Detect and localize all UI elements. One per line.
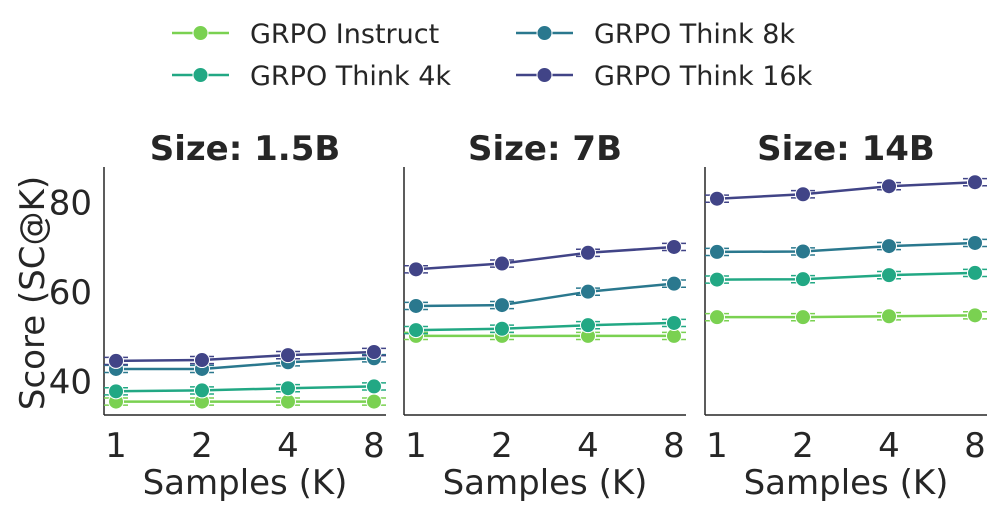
data-point [280, 393, 296, 410]
x-tick-label: 8 [363, 426, 385, 466]
data-point [967, 234, 983, 251]
x-tick-label: 8 [663, 426, 685, 466]
x-tick-label: 1 [105, 426, 127, 466]
panel-title: Size: 7B [468, 129, 622, 169]
x-axis-label: Samples (K) [744, 463, 949, 503]
series [104, 378, 386, 400]
series [705, 307, 987, 326]
panel: Size: 14B 1 2 4 8 Samples (K) [704, 129, 987, 503]
legend-marker [536, 67, 553, 83]
series [104, 350, 386, 377]
series-line [716, 180, 976, 200]
series-line [717, 314, 976, 319]
x-tick-label: 1 [706, 426, 728, 466]
data-point [408, 322, 424, 339]
legend-label: GRPO Think 16k [594, 61, 813, 92]
panels: Size: 1.5B 40 60 80 1 2 4 8 Samples (K) Size: 7B 1… [49, 129, 987, 503]
data-point [666, 238, 682, 255]
data-point [494, 320, 510, 337]
series-line [415, 321, 675, 332]
data-point [194, 382, 210, 399]
data-point [709, 309, 725, 326]
data-point [408, 261, 424, 278]
series [104, 343, 386, 369]
data-point [795, 271, 811, 288]
x-axis-label: Samples (K) [143, 463, 348, 503]
data-point [666, 314, 682, 331]
data-point [366, 343, 382, 360]
x-tick-label: 4 [878, 426, 900, 466]
data-point [366, 393, 382, 410]
data-point [881, 238, 897, 255]
x-tick-label: 8 [964, 426, 986, 466]
legend-label: GRPO Think 8k [594, 19, 795, 50]
legend-entry: GRPO Think 8k [516, 19, 795, 50]
data-point [795, 309, 811, 326]
panel-title: Size: 1.5B [150, 129, 341, 169]
x-tick-label: 1 [405, 426, 427, 466]
x-tick-label: 2 [191, 426, 213, 466]
data-point [408, 297, 424, 314]
series [705, 174, 987, 207]
legend-label: GRPO Think 4k [250, 61, 451, 92]
data-point [967, 264, 983, 281]
data-point [580, 283, 596, 300]
legend-marker [192, 25, 209, 41]
series [705, 234, 987, 260]
data-point [580, 244, 596, 261]
panel-title: Size: 14B [757, 129, 935, 169]
x-tick-label: 4 [577, 426, 599, 466]
data-point [194, 352, 210, 369]
series-line [716, 241, 976, 254]
y-tick-label: 60 [49, 273, 92, 313]
x-tick-label: 4 [277, 426, 299, 466]
series-line [716, 271, 976, 281]
data-point [795, 186, 811, 203]
x-tick-label: 2 [491, 426, 513, 466]
panel: Size: 7B 1 2 4 8 Samples (K) [403, 129, 686, 503]
data-point [280, 347, 296, 364]
data-point [580, 317, 596, 334]
panel: Size: 1.5B 40 60 80 1 2 4 8 Samples (K) [49, 129, 386, 503]
data-point [108, 352, 124, 369]
series [404, 275, 686, 314]
series [705, 264, 987, 288]
x-tick-label: 2 [792, 426, 814, 466]
legend-marker [536, 25, 553, 41]
legend-label: GRPO Instruct [250, 19, 439, 50]
data-point [366, 378, 382, 395]
series [404, 314, 686, 339]
data-point [881, 178, 897, 195]
y-axis-label: Score (SC@K) [13, 176, 53, 410]
series [104, 393, 386, 410]
legend-entry: GRPO Think 4k [172, 61, 451, 92]
data-point [494, 297, 510, 314]
data-point [709, 271, 725, 288]
series-line [116, 357, 375, 371]
data-point [967, 174, 983, 191]
series-line [115, 385, 375, 393]
legend: GRPO Instruct GRPO Think 8k GRPO Think 4k G… [172, 19, 813, 92]
legend-marker [192, 67, 209, 83]
data-point [709, 190, 725, 207]
data-point [967, 307, 983, 324]
legend-entry: GRPO Instruct [172, 19, 439, 50]
series-line [415, 245, 675, 271]
x-axis-label: Samples (K) [443, 463, 648, 503]
data-point [881, 308, 897, 325]
series-line [115, 350, 375, 363]
data-point [280, 380, 296, 397]
data-point [666, 275, 682, 292]
data-point [709, 243, 725, 260]
series [404, 238, 686, 278]
y-tick-label: 40 [49, 362, 92, 402]
data-point [795, 243, 811, 260]
data-point [494, 255, 510, 272]
data-point [881, 267, 897, 284]
legend-entry: GRPO Think 16k [516, 61, 813, 92]
data-point [108, 383, 124, 400]
series-line [415, 282, 675, 308]
y-tick-label: 80 [49, 184, 92, 224]
